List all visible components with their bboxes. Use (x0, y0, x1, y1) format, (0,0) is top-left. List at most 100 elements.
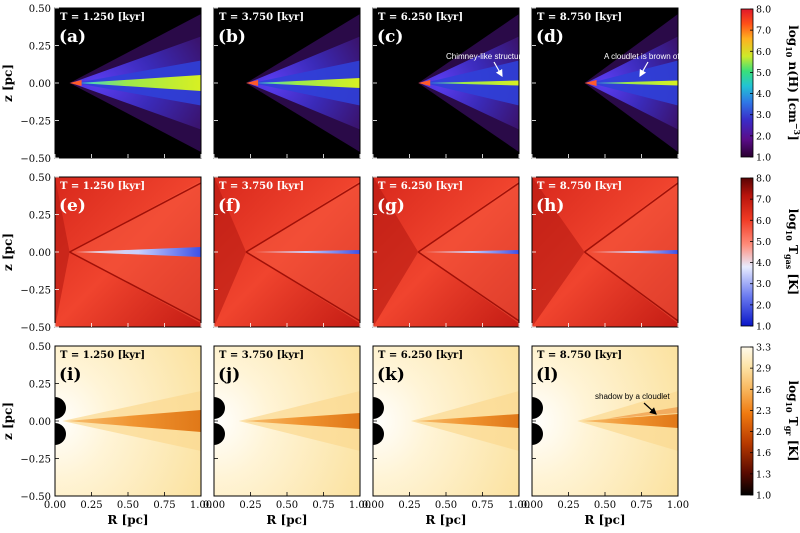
x-tick-label: 1.00 (508, 500, 530, 511)
panel-letter: (k) (377, 365, 405, 385)
x-tick-label: 0.25 (557, 500, 579, 511)
x-tick-label: 1.00 (667, 500, 689, 511)
colorbar-tick-label: 1.6 (756, 448, 771, 459)
x-tick-label: 0.25 (239, 500, 261, 511)
colorbar-tick-label: 1.0 (756, 322, 771, 333)
x-axis-title: R [pc] (584, 513, 625, 527)
source-upper-half-disk (373, 397, 384, 419)
colorbar-density: 8.0 7.0 6.0 5.0 4.0 3.0 2.0 1.0 log10 n(H) [cm−3… (740, 5, 800, 164)
source-lower-half-disk (532, 423, 543, 445)
time-label: T = 6.250 [kyr] (378, 350, 463, 361)
time-label: T = 3.750 [kyr] (219, 350, 304, 361)
panel-density-2: T = 3.750 [kyr] (b) (213, 7, 361, 159)
colorbar-tick-label: 2.3 (756, 406, 771, 417)
colorbar-tick-label: 2.0 (756, 300, 771, 311)
annotation-chimney: Chimney-like structures (446, 52, 530, 61)
panel-radiation_temperature-2: T = 3.750 [kyr] (j) (213, 345, 361, 497)
colorbar-tick-label: 4.0 (756, 258, 771, 269)
time-label: T = 1.250 [kyr] (60, 181, 145, 192)
annotation-cloudlet: A cloudlet is brown off (604, 52, 682, 61)
colorbar-tick-label: 7.0 (756, 195, 771, 206)
panel-gas_temperature-1: T = 1.250 [kyr] (e) (54, 176, 202, 328)
panel-radiation_temperature-1: T = 1.250 [kyr] (i) (54, 345, 202, 497)
panel-density-1: T = 1.250 [kyr] (a) (54, 7, 202, 159)
x-tick-label: 0.00 (203, 500, 225, 511)
colorbar-tick-label: 2.0 (756, 427, 771, 438)
source-upper-half-disk (214, 397, 225, 419)
x-tick-label: 0.50 (276, 500, 298, 511)
time-label: T = 8.750 [kyr] (537, 181, 622, 192)
colorbar-title: log10 Tgr [K] (784, 381, 800, 462)
colorbar-tick-label: 4.0 (756, 89, 771, 100)
x-tick-label: 0.75 (471, 500, 493, 511)
y-tick-label: 0.50 (29, 4, 51, 15)
colorbar-gas_temperature: 8.0 7.0 6.0 5.0 4.0 3.0 2.0 1.0 log10 Tgas [K] (740, 174, 800, 333)
colorbar-tick-label: 1.0 (756, 491, 771, 502)
colorbar-tick-label: 8.0 (756, 5, 771, 16)
y-tick-label: 0.50 (29, 342, 51, 353)
y-tick-label: 0.00 (29, 417, 51, 428)
source-lower-half-disk (373, 423, 384, 445)
y-tick-label: 0.00 (29, 248, 51, 259)
time-label: T = 8.750 [kyr] (537, 12, 622, 23)
panel-letter: (c) (377, 27, 403, 47)
x-tick-label: 0.50 (594, 500, 616, 511)
panel-letter: (f) (218, 196, 241, 216)
x-tick-label: 0.75 (312, 500, 334, 511)
colorbar-tick-label: 5.0 (756, 237, 771, 248)
source-upper-half-disk (55, 397, 66, 419)
source-lower-half-disk (55, 423, 66, 445)
panel-gas_temperature-4: T = 8.750 [kyr] (h) (531, 176, 679, 328)
x-tick-label: 0.75 (153, 500, 175, 511)
time-label: T = 6.250 [kyr] (378, 181, 463, 192)
y-axis-title: z [pc] (1, 233, 15, 271)
colorbar-tick-label: 8.0 (756, 174, 771, 185)
colorbar-title: log10 Tgas [K] (784, 209, 800, 295)
panel-letter: (b) (218, 27, 246, 47)
time-label: T = 1.250 [kyr] (60, 12, 145, 23)
panel-letter: (e) (59, 196, 86, 216)
y-tick-label: 0.25 (29, 211, 51, 222)
panel-gas_temperature-2: T = 3.750 [kyr] (f) (213, 176, 361, 328)
colorbar-title: log10 n(H) [cm−3] (784, 25, 800, 141)
panel-letter: (d) (536, 27, 564, 47)
x-tick-label: 0.25 (398, 500, 420, 511)
colorbar-radiation_temperature: 3.3 2.9 2.6 2.3 2.0 1.6 1.3 1.0 log10 Tgr [K] (740, 343, 800, 502)
colorbar-tick-label: 6.0 (756, 47, 771, 58)
colorbar-tick-label: 2.6 (756, 385, 771, 396)
x-tick-label: 0.75 (630, 500, 652, 511)
colorbar-tick-label: 5.0 (756, 68, 771, 79)
time-label: T = 8.750 [kyr] (537, 350, 622, 361)
x-tick-label: 0.50 (117, 500, 139, 511)
annotation-shadow: shadow by a cloudlet (595, 392, 670, 401)
panel-letter: (i) (59, 365, 82, 385)
x-axis-title: R [pc] (107, 513, 148, 527)
y-tick-label: −0.50 (20, 492, 51, 503)
source-lower-half-disk (214, 423, 225, 445)
x-axis-title: R [pc] (266, 513, 307, 527)
time-label: T = 1.250 [kyr] (60, 350, 145, 361)
y-tick-label: −0.25 (20, 117, 51, 128)
x-tick-label: 0.00 (362, 500, 384, 511)
time-label: T = 6.250 [kyr] (378, 12, 463, 23)
y-tick-label: −0.50 (20, 154, 51, 165)
colorbar-tick-label: 2.0 (756, 131, 771, 142)
panel-density-4: T = 8.750 [kyr] (d) (531, 7, 679, 159)
colorbar-tick-label: 6.0 (756, 216, 771, 227)
colorbar-tick-label: 1.3 (756, 469, 771, 480)
source-upper-half-disk (532, 397, 543, 419)
y-tick-label: 0.00 (29, 79, 51, 90)
y-tick-label: −0.25 (20, 455, 51, 466)
x-tick-label: 0.00 (44, 500, 66, 511)
panel-letter: (h) (536, 196, 564, 216)
time-label: T = 3.750 [kyr] (219, 12, 304, 23)
y-tick-label: 0.25 (29, 42, 51, 53)
panel-radiation_temperature-3: T = 6.250 [kyr] (k) (372, 345, 520, 497)
x-tick-label: 0.00 (521, 500, 543, 511)
panel-letter: (j) (218, 365, 240, 385)
x-tick-label: 0.25 (80, 500, 102, 511)
panel-density-3: T = 6.250 [kyr] (c) (372, 7, 520, 159)
y-tick-label: −0.50 (20, 323, 51, 334)
y-axis-title: z [pc] (1, 402, 15, 440)
